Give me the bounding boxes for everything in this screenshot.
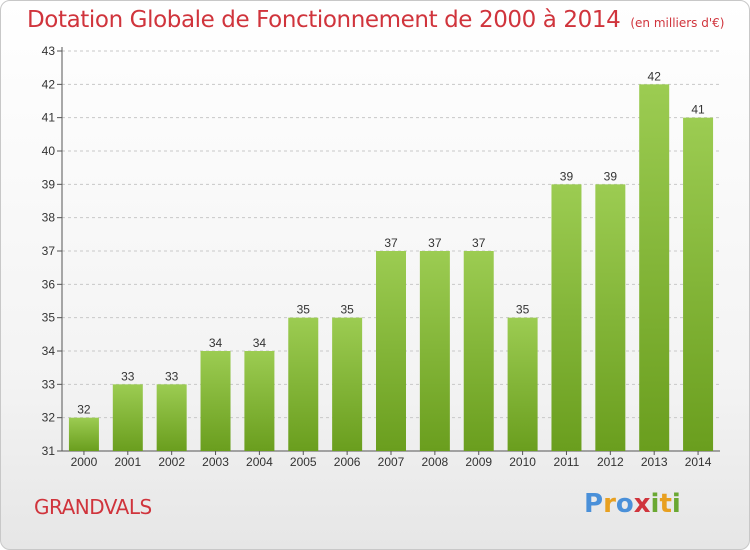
- x-tick-label: 2009: [465, 455, 492, 469]
- bar-value-label: 35: [297, 303, 311, 317]
- y-tick-label: 37: [42, 244, 56, 258]
- y-tick-label: 36: [42, 277, 56, 291]
- x-tick-label: 2005: [290, 455, 317, 469]
- bar-value-label: 34: [209, 336, 223, 350]
- bar-value-label: 35: [340, 303, 354, 317]
- bar-value-label: 34: [253, 336, 267, 350]
- labels: 2000 32 2001 33 2002 33 2003 34 2004 34 2005 35 2006…: [71, 69, 712, 469]
- bars: [68, 84, 714, 452]
- logo-letter: r: [603, 489, 616, 519]
- y-tick-label: 38: [42, 211, 56, 225]
- x-tick-label: 2006: [334, 455, 361, 469]
- bar-value-label: 35: [516, 303, 530, 317]
- x-tick-label: 2008: [422, 455, 449, 469]
- bar[interactable]: [463, 251, 494, 451]
- commune-name: GRANDVALS: [34, 495, 152, 519]
- x-tick-label: 2000: [71, 455, 98, 469]
- y-tick-label: 40: [42, 144, 56, 158]
- bar[interactable]: [551, 184, 582, 452]
- bar[interactable]: [639, 84, 670, 451]
- bar-value-label: 37: [472, 236, 486, 250]
- bar[interactable]: [595, 184, 626, 452]
- bar[interactable]: [419, 251, 450, 451]
- bar-value-label: 42: [648, 69, 662, 83]
- bar[interactable]: [112, 384, 143, 451]
- x-tick-label: 2011: [554, 455, 580, 469]
- logo-letter: i: [650, 489, 660, 519]
- y-tick-label: 39: [42, 177, 56, 191]
- bar-value-label: 33: [121, 369, 135, 383]
- bar[interactable]: [683, 117, 714, 452]
- logo-letter: o: [615, 489, 634, 519]
- bar[interactable]: [288, 317, 319, 451]
- x-tick-label: 2007: [378, 455, 405, 469]
- chart-title-text: Dotation Globale de Fonctionnement de 20…: [27, 7, 621, 33]
- bar-value-label: 39: [604, 169, 618, 183]
- y-tick-label: 35: [42, 311, 56, 325]
- logo-letter: P: [584, 489, 604, 519]
- chart-title: Dotation Globale de Fonctionnement de 20…: [27, 7, 724, 33]
- y-tick-label: 41: [42, 111, 56, 125]
- y-tick-label: 32: [42, 411, 56, 425]
- bar[interactable]: [200, 351, 231, 451]
- bar[interactable]: [244, 351, 275, 451]
- logo-letter: i: [671, 489, 681, 519]
- x-tick-label: 2003: [202, 455, 229, 469]
- x-tick-label: 2010: [509, 455, 536, 469]
- x-tick-label: 2014: [685, 455, 712, 469]
- y-tick-label: 42: [42, 77, 56, 91]
- bar-value-label: 32: [77, 403, 91, 417]
- bar[interactable]: [332, 317, 363, 451]
- x-tick-label: 2002: [158, 455, 185, 469]
- chart-unit: (en milliers d'€): [630, 16, 725, 30]
- bar[interactable]: [376, 251, 406, 451]
- logo-letter: x: [633, 489, 651, 519]
- y-tick-label: 31: [42, 444, 56, 458]
- bar[interactable]: [68, 417, 99, 451]
- proxiti-logo[interactable]: Proxiti: [584, 489, 681, 519]
- y-tick-label: 43: [42, 44, 56, 58]
- bar-value-label: 37: [428, 236, 442, 250]
- x-tick-label: 2013: [641, 455, 668, 469]
- bar-value-label: 37: [384, 236, 398, 250]
- bar-value-label: 33: [165, 369, 179, 383]
- bar-value-label: 39: [560, 169, 574, 183]
- x-tick-label: 2012: [597, 455, 624, 469]
- axes: 31 32 33 34 35 36 37 38 39 40 41 42 43: [42, 44, 720, 458]
- y-tick-label: 33: [42, 377, 56, 391]
- x-tick-label: 2004: [246, 455, 273, 469]
- y-tick-label: 34: [42, 344, 56, 358]
- logo-letter: t: [659, 489, 672, 519]
- bar[interactable]: [156, 384, 187, 451]
- bar[interactable]: [507, 317, 538, 451]
- x-tick-label: 2001: [114, 455, 141, 469]
- bar-value-label: 41: [691, 103, 705, 117]
